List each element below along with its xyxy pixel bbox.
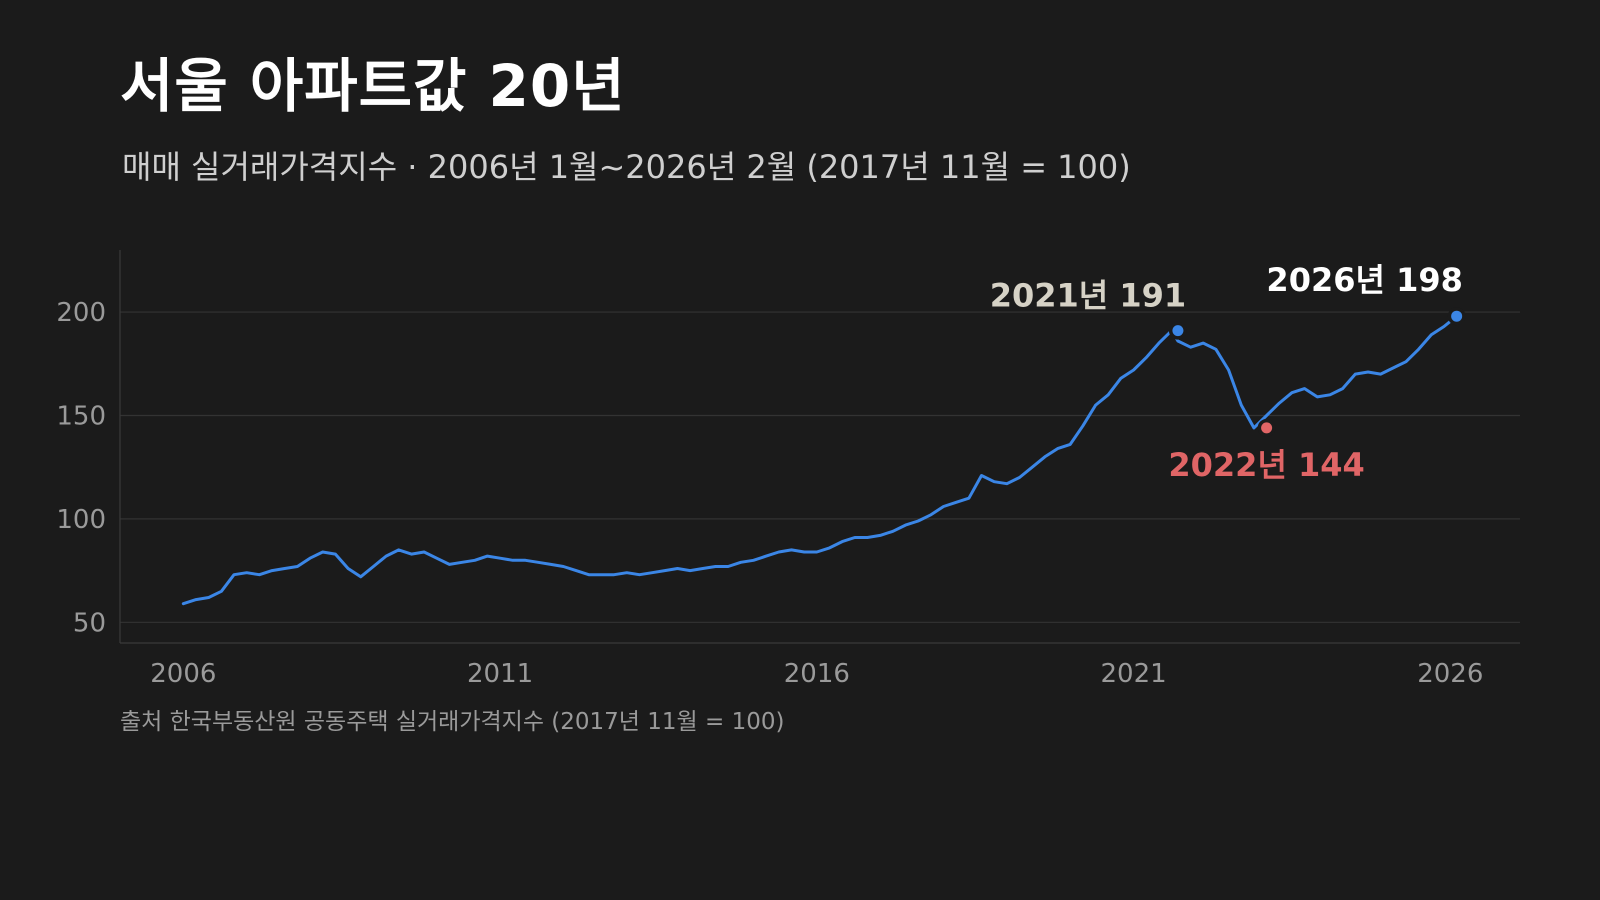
page-subtitle: 매매 실거래가격지수 · 2006년 1월~2026년 2월 (2017년 11… bbox=[122, 148, 1131, 186]
series-line-0 bbox=[181, 314, 1459, 606]
x-tick-label-2011: 2011 bbox=[467, 659, 533, 689]
trough-label: 2022년 144 bbox=[1168, 446, 1364, 484]
y-tick-label-150: 150 bbox=[56, 401, 106, 431]
latest-label: 2026년 198 bbox=[1266, 261, 1462, 299]
x-tick-label-2026: 2026 bbox=[1417, 659, 1483, 689]
latest-marker bbox=[1451, 310, 1463, 322]
source-note: 출처 한국부동산원 공동주택 실거래가격지수 (2017년 11월 = 100) bbox=[120, 709, 785, 735]
x-tick-labels: 2006 2011 2016 2021 2026 bbox=[150, 659, 1483, 689]
y-tick-labels: 50 100 150 200 bbox=[56, 298, 106, 638]
trough-marker bbox=[1261, 422, 1273, 434]
peak-label: 2021년 191 bbox=[990, 277, 1186, 315]
x-tick-label-2006: 2006 bbox=[150, 659, 216, 689]
y-tick-label-100: 100 bbox=[56, 505, 106, 535]
axes bbox=[119, 250, 1520, 644]
page-title: 서울 아파트값 20년 bbox=[120, 52, 626, 120]
y-tick-label-50: 50 bbox=[73, 608, 106, 638]
x-tick-label-2016: 2016 bbox=[784, 659, 850, 689]
series bbox=[181, 314, 1459, 606]
peak-marker bbox=[1172, 325, 1184, 337]
x-tick-label-2021: 2021 bbox=[1100, 659, 1166, 689]
grid-lines bbox=[120, 311, 1520, 623]
annotations: 2021년 191 2022년 144 2026년 198 bbox=[990, 261, 1466, 484]
y-tick-label-200: 200 bbox=[56, 298, 106, 328]
